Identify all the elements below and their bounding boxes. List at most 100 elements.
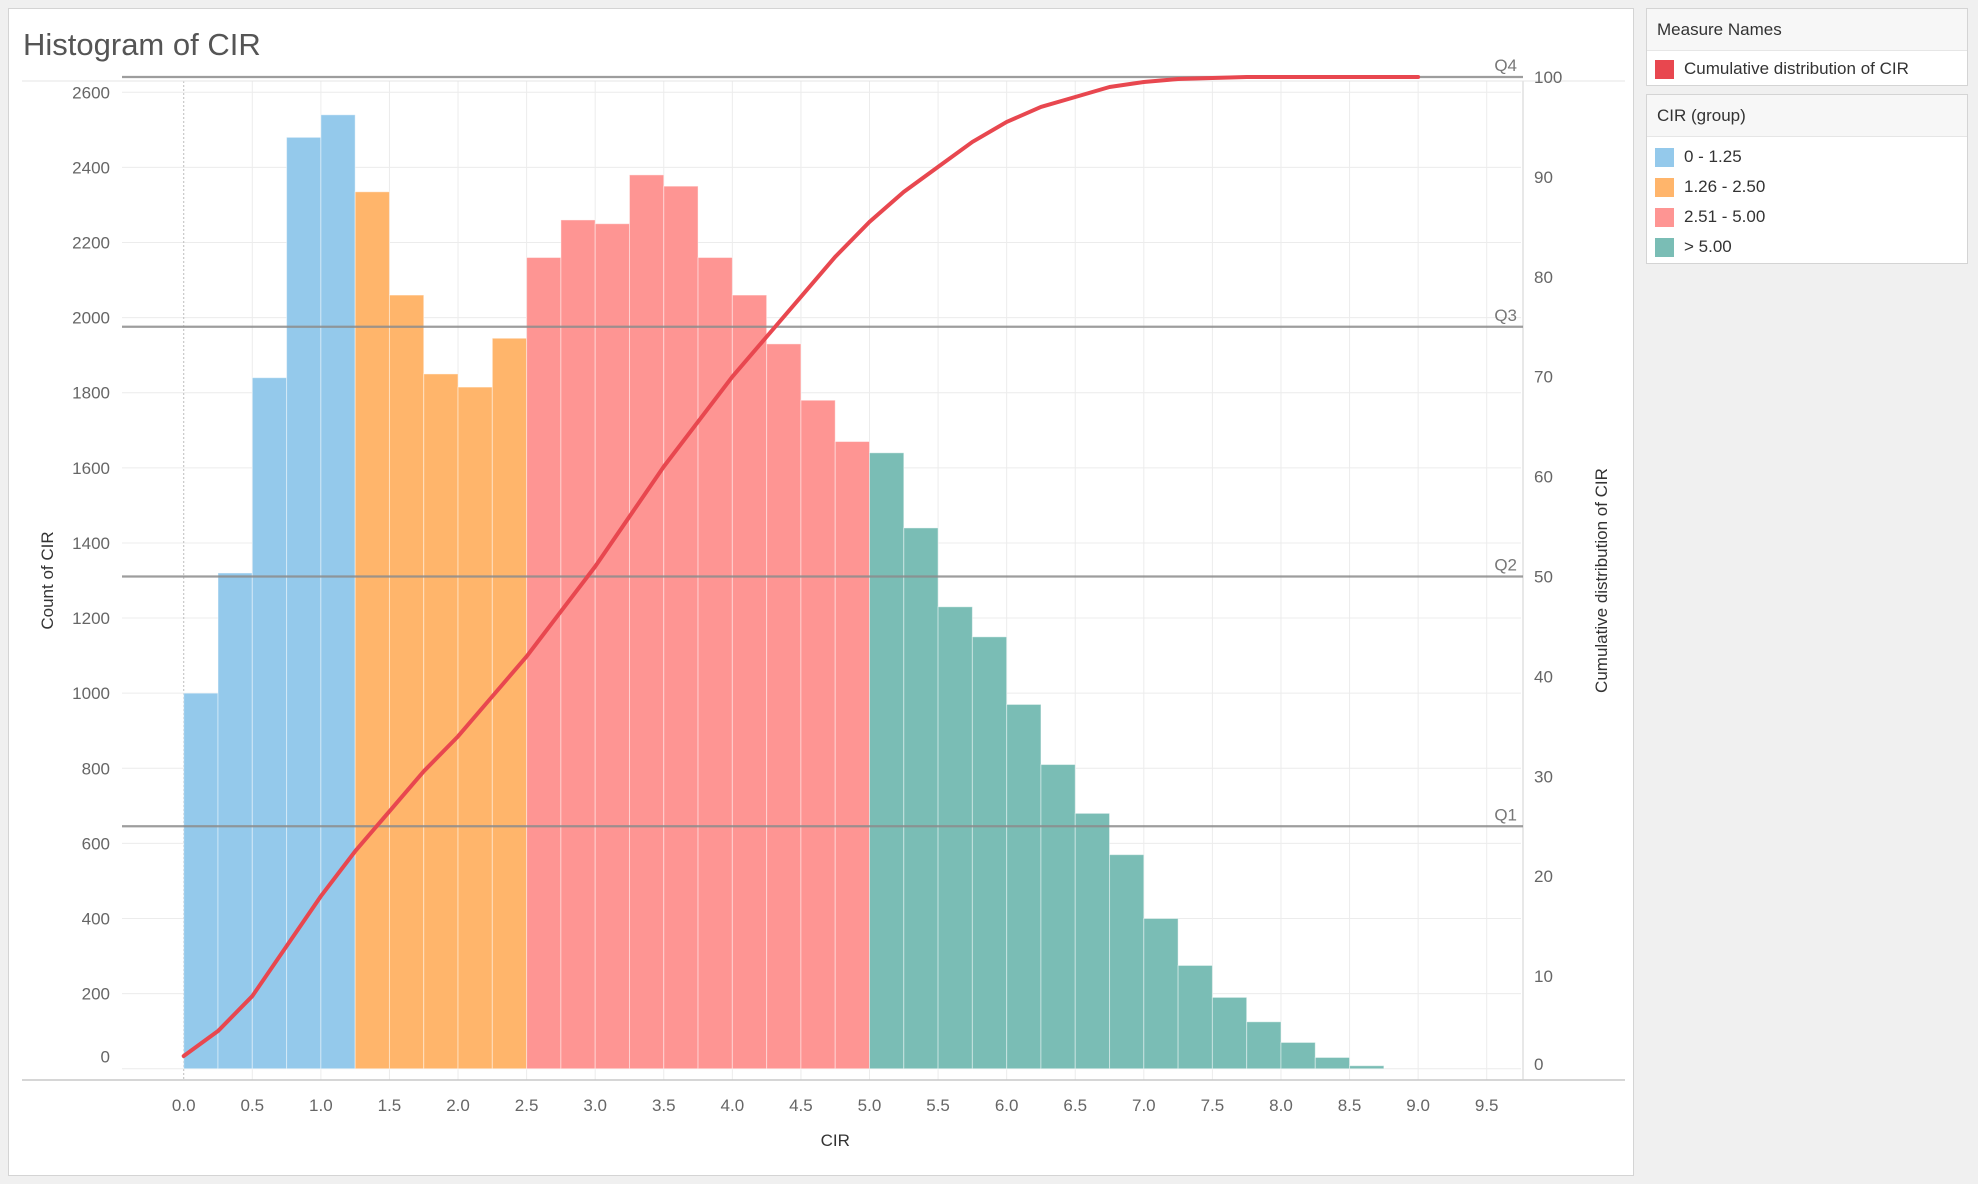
x-tick-label: 1.0 bbox=[309, 1096, 333, 1115]
y2-tick-label: 80 bbox=[1534, 268, 1553, 287]
histogram-bar-28[interactable] bbox=[1143, 918, 1179, 1070]
legend-item-cumulative[interactable]: Cumulative distribution of CIR bbox=[1655, 56, 1909, 82]
x-tick-label: 5.5 bbox=[926, 1096, 950, 1115]
histogram-bar-0[interactable] bbox=[183, 692, 219, 1070]
y-tick-label: 1800 bbox=[72, 384, 110, 403]
y-tick-label: 2000 bbox=[72, 309, 110, 328]
legend-swatch-group-0 bbox=[1655, 147, 1674, 167]
y-tick-label: 1200 bbox=[72, 609, 110, 628]
histogram-bar-14[interactable] bbox=[663, 185, 699, 1070]
y-tick-label: 2200 bbox=[72, 233, 110, 252]
cumulative-line-layer bbox=[181, 75, 1421, 1059]
y2-tick-label: 100 bbox=[1534, 68, 1562, 87]
x-tick-label: 9.5 bbox=[1475, 1096, 1499, 1115]
histogram-bar-21[interactable] bbox=[903, 527, 939, 1070]
histogram-bar-2[interactable] bbox=[251, 377, 288, 1070]
x-tick-label: 7.0 bbox=[1132, 1096, 1156, 1115]
histogram-bar-31[interactable] bbox=[1246, 1021, 1282, 1070]
histogram-bar-17[interactable] bbox=[766, 343, 802, 1070]
histogram-bar-16[interactable] bbox=[731, 294, 768, 1070]
reference-label-q2: Q2 bbox=[1494, 556, 1517, 575]
reference-label-q3: Q3 bbox=[1494, 306, 1517, 325]
histogram-bar-34[interactable] bbox=[1349, 1065, 1385, 1070]
y2-tick-label: 30 bbox=[1534, 767, 1553, 786]
histogram-bar-12[interactable] bbox=[594, 223, 630, 1070]
histogram-bar-18[interactable] bbox=[800, 399, 836, 1070]
histogram-bar-7[interactable] bbox=[423, 373, 459, 1070]
histogram-bar-6[interactable] bbox=[388, 294, 425, 1070]
x-tick-label: 6.0 bbox=[995, 1096, 1019, 1115]
legend-swatch-group-2 bbox=[1655, 207, 1674, 227]
y-tick-label: 1400 bbox=[72, 534, 110, 553]
histogram-bar-1[interactable] bbox=[217, 572, 253, 1070]
y-axis-title: Count of CIR bbox=[38, 531, 57, 629]
legend-group-title: CIR (group) bbox=[1647, 95, 1967, 137]
x-tick-label: 3.0 bbox=[583, 1096, 607, 1115]
cumulative-distribution-line[interactable] bbox=[181, 75, 1421, 1059]
histogram-bar-9[interactable] bbox=[491, 337, 528, 1070]
legend-label-group-2: 2.51 - 5.00 bbox=[1684, 207, 1766, 226]
y-tick-label: 400 bbox=[82, 910, 110, 929]
y-tick-label: 2600 bbox=[72, 83, 110, 102]
y2-tick-label: 50 bbox=[1534, 568, 1553, 587]
x-tick-label: 8.0 bbox=[1269, 1096, 1293, 1115]
histogram-bar-27[interactable] bbox=[1109, 854, 1145, 1070]
y-tick-label: 1000 bbox=[72, 684, 110, 703]
legend-label-group-1: 1.26 - 2.50 bbox=[1684, 177, 1766, 196]
y2-tick-label: 60 bbox=[1534, 468, 1553, 487]
y-tick-label: 1600 bbox=[72, 459, 110, 478]
histogram-bar-13[interactable] bbox=[628, 174, 665, 1070]
legend-label-group-0: 0 - 1.25 bbox=[1684, 147, 1742, 166]
reference-label-q4: Q4 bbox=[1494, 56, 1517, 75]
y2-tick-label: 10 bbox=[1534, 967, 1553, 986]
legend-swatch-cumulative bbox=[1655, 59, 1674, 79]
histogram-bar-11[interactable] bbox=[560, 219, 596, 1070]
histogram-bar-26[interactable] bbox=[1074, 812, 1111, 1070]
y-tick-label: 2400 bbox=[72, 158, 110, 177]
histogram-bar-25[interactable] bbox=[1040, 764, 1076, 1070]
x-tick-label: 1.5 bbox=[378, 1096, 402, 1115]
histogram-bar-22[interactable] bbox=[937, 606, 973, 1070]
reference-label-q1: Q1 bbox=[1494, 805, 1517, 824]
x-tick-label: 0.0 bbox=[172, 1096, 196, 1115]
x-tick-label: 6.5 bbox=[1063, 1096, 1087, 1115]
histogram-bar-15[interactable] bbox=[697, 257, 733, 1070]
histogram-bar-4[interactable] bbox=[320, 114, 356, 1070]
histogram-bar-23[interactable] bbox=[971, 636, 1008, 1070]
worksheet: Histogram of CIR Q1 Q2 Q3 Q4 0.0 0.5 1.0 1.5 2.… bbox=[8, 8, 1634, 1176]
y2-tick-label: 70 bbox=[1534, 368, 1553, 387]
histogram-bar-30[interactable] bbox=[1211, 996, 1248, 1070]
legend-swatch-group-1 bbox=[1655, 177, 1674, 197]
histogram-bar-29[interactable] bbox=[1177, 964, 1213, 1070]
histogram-bar-5[interactable] bbox=[354, 191, 390, 1070]
labels-layer: 0.0 0.5 1.0 1.5 2.0 2.5 3.0 3.5 4.0 4.5 5.0 5.5 6.0 6… bbox=[38, 68, 1611, 1150]
x-tick-label: 2.0 bbox=[446, 1096, 470, 1115]
x-tick-label: 9.0 bbox=[1406, 1096, 1430, 1115]
bars-layer bbox=[183, 114, 1385, 1070]
histogram-bar-33[interactable] bbox=[1314, 1056, 1351, 1070]
histogram-bar-3[interactable] bbox=[286, 136, 322, 1070]
x-tick-label: 3.5 bbox=[652, 1096, 676, 1115]
y-tick-label: 800 bbox=[82, 759, 110, 778]
legend-label-cumulative: Cumulative distribution of CIR bbox=[1684, 59, 1909, 78]
x-tick-label: 2.5 bbox=[515, 1096, 539, 1115]
reference-lines-layer: Q1 Q2 Q3 Q4 bbox=[122, 56, 1523, 828]
y2-tick-label: 40 bbox=[1534, 667, 1553, 686]
y2-tick-label: 0 bbox=[1534, 1055, 1543, 1074]
legend-label-group-3: > 5.00 bbox=[1684, 237, 1732, 256]
legend-swatch-group-3 bbox=[1655, 237, 1674, 257]
histogram-bar-19[interactable] bbox=[834, 441, 871, 1070]
y-tick-label: 600 bbox=[82, 834, 110, 853]
histogram-chart: Q1 Q2 Q3 Q4 0.0 0.5 1.0 1.5 2.0 2.5 3.0 3.5 4.0 4.5 5… bbox=[22, 56, 1625, 1150]
legend-item-group-3[interactable]: > 5.00 bbox=[1655, 234, 1732, 260]
x-tick-label: 5.0 bbox=[858, 1096, 882, 1115]
legend-item-group-2[interactable]: 2.51 - 5.00 bbox=[1655, 204, 1765, 230]
histogram-bar-32[interactable] bbox=[1280, 1041, 1316, 1070]
histogram-bar-20[interactable] bbox=[869, 452, 905, 1070]
histogram-bar-10[interactable] bbox=[526, 257, 562, 1070]
legend-item-group-0[interactable]: 0 - 1.25 bbox=[1655, 144, 1742, 170]
legend-item-group-1[interactable]: 1.26 - 2.50 bbox=[1655, 174, 1765, 200]
histogram-bar-24[interactable] bbox=[1006, 703, 1042, 1070]
legend-cir-group: CIR (group) 0 - 1.25 1.26 - 2.50 2.51 - … bbox=[1646, 94, 1968, 264]
legend-measure-names: Measure Names Cumulative distribution of… bbox=[1646, 8, 1968, 86]
